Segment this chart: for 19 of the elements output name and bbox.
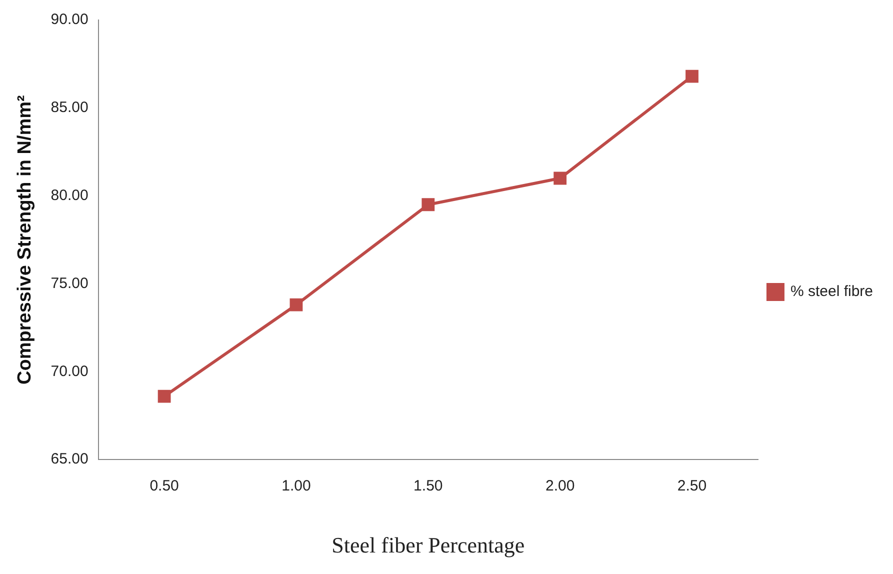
point — [290, 298, 303, 312]
y-tick-label: 80.00 — [50, 186, 88, 204]
x-axis-title: Steel fiber Percentage — [332, 532, 525, 558]
y-tick-label: 75.00 — [50, 274, 88, 292]
point — [686, 70, 698, 83]
y-tick-label: 65.00 — [50, 450, 88, 468]
point — [422, 198, 435, 212]
x-tick-label: 0.50 — [150, 478, 179, 495]
x-tick-label: 1.50 — [414, 478, 443, 495]
y-tick-label: 90.00 — [50, 11, 88, 28]
y-axis-title: Compressive Strength in N/mm² — [14, 95, 36, 384]
y-tick-label: 85.00 — [50, 99, 88, 116]
y-tick-label: 70.00 — [50, 362, 88, 380]
point — [554, 172, 567, 185]
x-tick-label: 2.00 — [545, 478, 575, 495]
x-tick-label: 2.50 — [677, 478, 707, 495]
point — [158, 390, 171, 403]
legend-label: % steel fibre — [790, 283, 874, 300]
x-tick-label: 1.00 — [282, 478, 311, 495]
